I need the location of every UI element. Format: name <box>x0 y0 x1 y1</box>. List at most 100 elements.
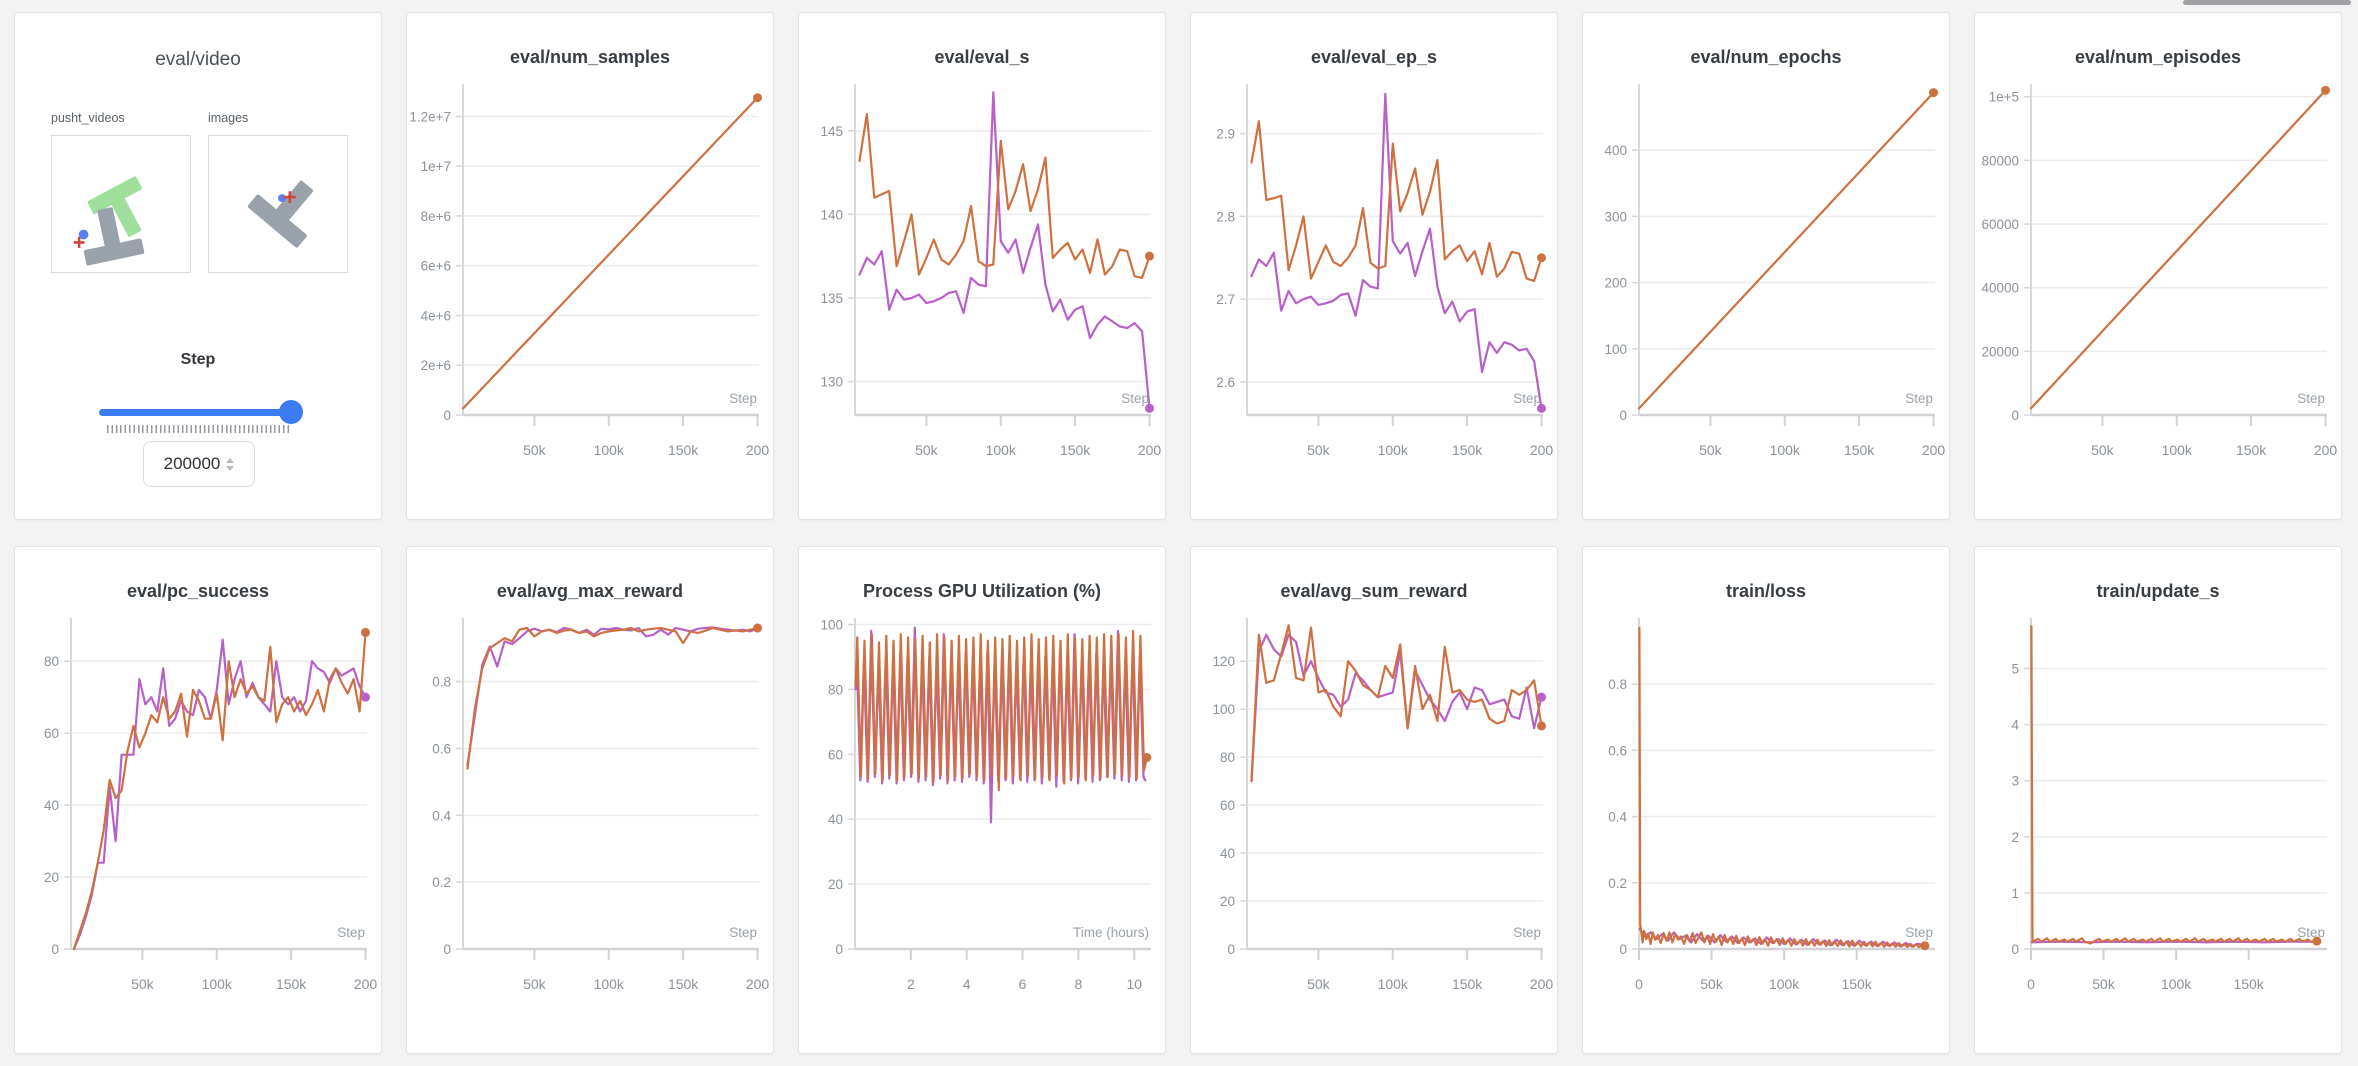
step-value-input[interactable]: 200000 <box>143 441 255 487</box>
chart-canvas[interactable]: 0 2e+6 4e+6 6e+6 8e+6 1e+7 1.2e+7 50k 100k 150k 20… <box>407 70 775 470</box>
pusht-videos-thumbnail[interactable] <box>51 135 191 273</box>
chart-title: train/update_s <box>2096 581 2220 601</box>
x-tick-label: 200 <box>1530 442 1554 458</box>
y-tick-label: 0.2 <box>432 875 451 890</box>
chart-canvas[interactable]: 0 20 40 60 80 100 120 50k 100k 150k 200 Step <box>1191 604 1559 1004</box>
series-end-dot-run-orange <box>361 627 371 637</box>
y-tick-label: 0.8 <box>1608 677 1627 692</box>
x-tick-label: 50k <box>2091 442 2115 458</box>
chart-canvas[interactable]: 0 100 200 300 400 50k 100k 150k 200 Step <box>1583 70 1951 470</box>
chart-title: eval/eval_s <box>934 47 1030 67</box>
images-thumbnail[interactable] <box>208 135 348 273</box>
series-line-run-orange <box>1250 120 1543 282</box>
y-tick-label: 2.8 <box>1216 209 1235 224</box>
chart-title: eval/pc_success <box>126 581 270 601</box>
x-axis-label: Step <box>1121 391 1149 406</box>
y-tick-label: 40 <box>828 812 843 827</box>
horizontal-scrollbar-thumb[interactable] <box>2183 0 2351 5</box>
x-tick-label: 100k <box>1769 976 1800 992</box>
y-tick-label: 1.2e+7 <box>409 109 451 124</box>
x-tick-label: 150k <box>1844 442 1875 458</box>
x-tick-label: 150k <box>668 442 699 458</box>
x-tick-label: 2 <box>907 976 915 992</box>
series-end-dot-run-purple <box>1537 692 1547 702</box>
x-tick-label: 50k <box>2092 976 2116 992</box>
x-tick-label: 50k <box>131 976 155 992</box>
x-tick-label: 150k <box>1452 442 1483 458</box>
x-axis-label: Step <box>729 925 757 940</box>
slider-track[interactable] <box>99 409 299 416</box>
x-axis-label: Step <box>1513 391 1541 406</box>
y-tick-label: 40000 <box>1981 281 2019 296</box>
y-tick-label: 20 <box>1220 894 1235 909</box>
slider-thumb[interactable] <box>279 400 303 424</box>
x-axis-label: Step <box>2297 391 2325 406</box>
y-tick-label: 0.6 <box>432 741 451 756</box>
series-end-dot-run-purple <box>1537 403 1547 413</box>
panel-process-gpu-utilization[interactable]: Process GPU Utilization (%) 0 20 40 60 80 100… <box>798 546 1166 1054</box>
y-tick-label: 80000 <box>1981 153 2019 168</box>
chart-canvas[interactable]: 0 0.2 0.4 0.6 0.8 50k 100k 150k 200 Step <box>407 604 775 1004</box>
y-tick-label: 1e+5 <box>1989 90 2019 105</box>
panel-train-loss[interactable]: train/loss 0 0.2 0.4 0.6 0.8 0 50k 100k 150k Step <box>1582 546 1950 1054</box>
y-tick-label: 1e+7 <box>421 159 451 174</box>
chart-canvas[interactable]: 130 135 140 145 50k 100k 150k 200 Step <box>799 70 1167 470</box>
y-tick-label: 0 <box>1619 942 1627 957</box>
series-line-run-orange <box>858 112 1151 279</box>
series-end-dot-run-orange <box>753 93 763 103</box>
media-label-images: images <box>208 111 249 125</box>
panel-eval-eval-s[interactable]: eval/eval_s 130 135 140 145 50k 100k 150k 200 St… <box>798 12 1166 520</box>
series-end-dot-run-purple <box>361 692 371 702</box>
chart-canvas[interactable]: 0 0.2 0.4 0.6 0.8 0 50k 100k 150k Step <box>1583 604 1951 1004</box>
panel-eval-eval-ep-s[interactable]: eval/eval_ep_s 2.6 2.7 2.8 2.9 50k 100k 150k 20… <box>1190 12 1558 520</box>
chart-canvas[interactable]: 2.6 2.7 2.8 2.9 50k 100k 150k 200 Step <box>1191 70 1559 470</box>
panel-eval-avg-sum-reward[interactable]: eval/avg_sum_reward 0 20 40 60 80 100 120 50k 10… <box>1190 546 1558 1054</box>
stepper-arrows-icon[interactable] <box>226 457 235 471</box>
series-line-run-orange <box>1637 91 1935 410</box>
y-tick-label: 80 <box>44 654 59 669</box>
series-line-run-orange <box>1638 626 1926 949</box>
panel-grid: eval/video pusht_videos images <box>14 12 2342 1054</box>
chart-title: eval/avg_max_reward <box>496 581 684 601</box>
chart-title: Process GPU Utilization (%) <box>862 581 1102 601</box>
y-tick-label: 0.8 <box>432 675 451 690</box>
chart-title: eval/eval_ep_s <box>1310 47 1438 67</box>
series-line-run-orange <box>461 96 759 410</box>
y-tick-label: 60 <box>44 726 59 741</box>
y-tick-label: 2.7 <box>1216 292 1235 307</box>
y-tick-label: 120 <box>1212 654 1235 669</box>
panel-eval-avg-max-reward[interactable]: eval/avg_max_reward 0 0.2 0.4 0.6 0.8 50k 100k… <box>406 546 774 1054</box>
x-tick-label: 8 <box>1074 976 1082 992</box>
panel-eval-num-epochs[interactable]: eval/num_epochs 0 100 200 300 400 50k 100k 150k… <box>1582 12 1950 520</box>
series-end-dot-run-orange <box>2312 936 2322 946</box>
y-tick-label: 200 <box>1604 276 1627 291</box>
gray-t-shape <box>83 207 145 266</box>
x-tick-label: 150k <box>668 976 699 992</box>
chart-canvas[interactable]: 0 20 40 60 80 100 2 4 6 8 10 Time (hours) <box>799 604 1167 1004</box>
chart-canvas[interactable]: 0 20 40 60 80 50k 100k 150k 200 Step <box>15 604 383 1004</box>
chart-canvas[interactable]: 0 1 2 3 4 5 0 50k 100k 150k Step <box>1975 604 2343 1004</box>
chart-canvas[interactable]: 0 20000 40000 60000 80000 1e+5 50k 100k 150k 200 S… <box>1975 70 2343 470</box>
panel-train-update-s[interactable]: train/update_s 0 1 2 3 4 5 0 50k 100k 150k Step <box>1974 546 2342 1054</box>
panel-eval-num-episodes[interactable]: eval/num_episodes 0 20000 40000 60000 80000 1… <box>1974 12 2342 520</box>
panel-eval-pc-success[interactable]: eval/pc_success 0 20 40 60 80 50k 100k 150k 200 S… <box>14 546 382 1054</box>
y-tick-label: 0 <box>1227 942 1235 957</box>
y-tick-label: 140 <box>820 207 843 222</box>
y-tick-label: 0 <box>51 942 59 957</box>
x-axis-label: Step <box>1905 391 1933 406</box>
series-line-run-purple <box>1250 633 1543 783</box>
y-tick-label: 20 <box>44 870 59 885</box>
series-line-run-purple <box>1250 92 1543 410</box>
y-tick-label: 100 <box>820 617 843 632</box>
panel-eval-video[interactable]: eval/video pusht_videos images <box>14 12 382 520</box>
series-line-run-purple <box>2030 940 2317 944</box>
x-tick-label: 0 <box>1635 976 1643 992</box>
panel-eval-num-samples[interactable]: eval/num_samples 0 2e+6 4e+6 6e+6 8e+6 1e+7 1.… <box>406 12 774 520</box>
y-tick-label: 40 <box>1220 846 1235 861</box>
x-tick-label: 150k <box>1060 442 1091 458</box>
series-line-run-orange <box>2030 625 2318 945</box>
y-tick-label: 130 <box>820 375 843 390</box>
y-tick-label: 0.4 <box>1608 810 1627 825</box>
series-line-run-orange <box>466 626 759 770</box>
x-tick-label: 100k <box>594 976 625 992</box>
